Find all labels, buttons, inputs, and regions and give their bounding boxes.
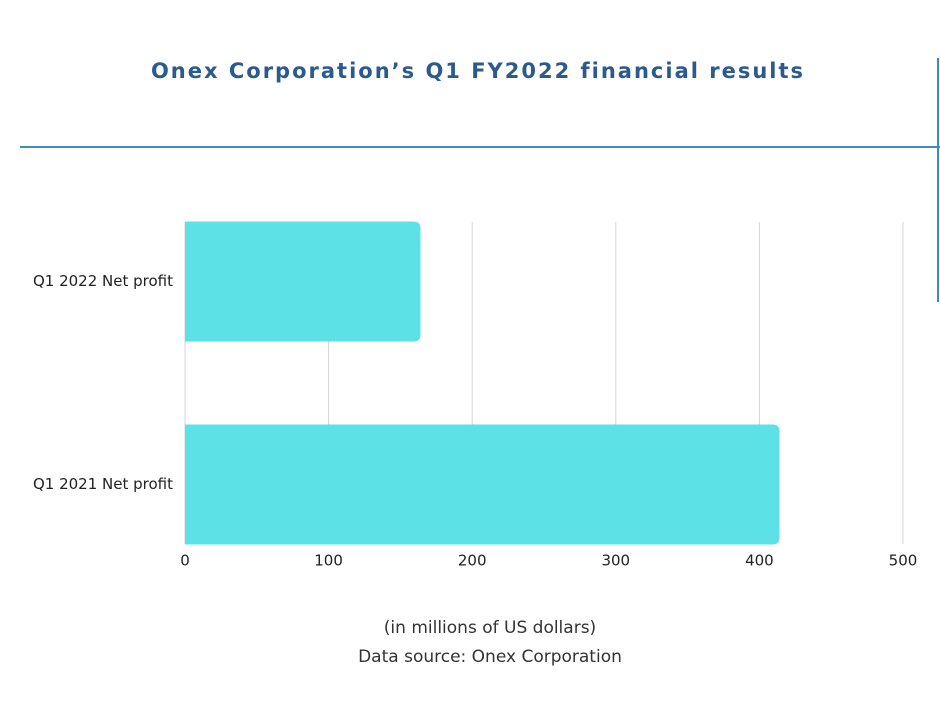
chart-title: Onex Corporation’s Q1 FY2022 financial r… [151,59,805,83]
x-tick-label: 100 [314,552,343,570]
source: Data source: Onex Corporation [358,647,622,667]
x-tick-label: 500 [889,552,918,570]
bar [185,221,421,342]
x-tick-label: 200 [458,552,487,570]
x-tick-label: 0 [180,552,190,570]
x-tick-label: 300 [601,552,630,570]
bar [185,424,780,545]
x-tick-label: 400 [745,552,774,570]
y-tick-label: Q1 2022 Net profit [33,272,173,290]
axis-label: (in millions of US dollars) [384,618,596,638]
y-tick-label: Q1 2021 Net profit [33,475,173,493]
